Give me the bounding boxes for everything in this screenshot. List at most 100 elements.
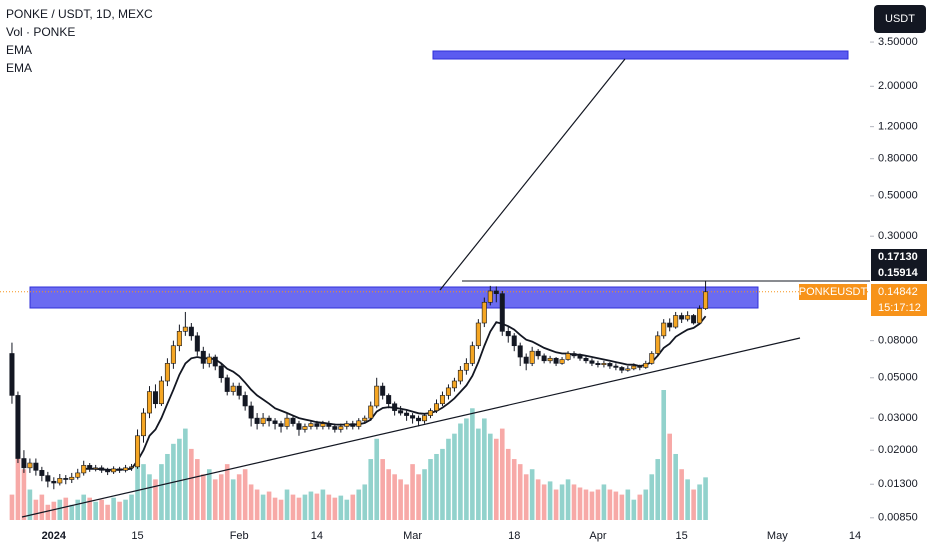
volume-bar: [218, 474, 224, 520]
volume-bar: [183, 428, 188, 520]
volume-bar: [272, 497, 278, 520]
candle-body: [99, 467, 105, 471]
candle-body: [230, 385, 236, 392]
candle-body: [200, 350, 206, 364]
x-tick-label: Feb: [230, 530, 249, 542]
y-tick-label: 1.20000: [878, 121, 918, 133]
volume-bar: [374, 438, 380, 520]
volume-bar: [350, 494, 356, 520]
symbol-label: PONKEUSDT: [799, 286, 868, 298]
volume-bar: [165, 453, 170, 520]
candle-body: [123, 467, 129, 471]
currency-button[interactable]: [874, 5, 926, 33]
candle-body: [529, 350, 535, 364]
candle-body: [266, 417, 272, 422]
volume-bar: [87, 497, 92, 520]
x-tick-label: 15: [676, 530, 688, 542]
y-tick-label: 0.08000: [878, 335, 918, 347]
legend-item: Vol · PONKE: [6, 25, 75, 39]
level-price-label: 0.15914: [878, 267, 919, 279]
volume-bar: [493, 438, 499, 520]
candle-body: [535, 350, 541, 357]
candle-body: [314, 423, 320, 427]
volume-bar: [619, 494, 625, 520]
candle-body: [105, 470, 111, 473]
volume-bar: [541, 484, 547, 520]
volume-bar: [553, 489, 559, 520]
volume-bar: [9, 494, 15, 520]
volume-bar: [464, 418, 469, 520]
candle-body: [284, 417, 290, 427]
volume-bar: [482, 418, 487, 520]
candle-body: [45, 475, 51, 482]
last-price-tag: [871, 284, 927, 316]
volume-bar: [523, 474, 529, 520]
candle-body: [152, 391, 158, 405]
candle-body: [505, 331, 511, 337]
candle-body: [350, 423, 356, 427]
volume-bar: [159, 464, 164, 520]
candle-body: [380, 385, 386, 396]
candle-body: [75, 472, 81, 478]
candle-body: [69, 476, 75, 480]
candle-body: [27, 462, 33, 469]
candle-body: [691, 315, 697, 324]
candle-body: [517, 345, 523, 358]
volume-bar: [344, 499, 350, 520]
candle-body: [463, 363, 469, 371]
candle-body: [457, 369, 463, 382]
candle-body: [63, 478, 69, 480]
volume-bar: [308, 491, 314, 520]
projection-line: [439, 58, 626, 291]
volume-bar: [386, 469, 391, 520]
volume-bar: [129, 494, 134, 520]
volume-bar: [410, 464, 415, 520]
candle-body: [81, 465, 87, 474]
trendline: [21, 337, 801, 518]
candle-body: [697, 308, 703, 324]
volume-bar: [39, 494, 45, 520]
candle-body: [416, 417, 422, 422]
countdown: 15:17:12: [878, 302, 921, 314]
candle-body: [685, 315, 691, 320]
volume-bar: [643, 489, 649, 520]
volume-bar: [266, 491, 272, 520]
target-zone: [432, 50, 849, 60]
y-tick-label: 0.05000: [878, 372, 918, 384]
candle-body: [422, 415, 428, 422]
candle-body: [445, 387, 451, 396]
candle-body: [541, 355, 547, 362]
y-tick-label: 0.30000: [878, 230, 918, 242]
last-price-label: 0.14842: [878, 286, 918, 298]
volume-bar: [314, 493, 320, 520]
volume-bar: [679, 469, 684, 520]
volume-bar: [212, 479, 218, 520]
x-tick-label: Mar: [403, 530, 422, 542]
y-tick-label: 0.02000: [878, 444, 918, 456]
volume-bar: [583, 489, 589, 520]
volume-bar: [422, 469, 427, 520]
volume-bar: [428, 459, 433, 520]
volume-bar: [655, 459, 661, 520]
candle-body: [428, 410, 434, 416]
volume-bar: [416, 474, 421, 520]
volume-bar: [189, 448, 194, 520]
candle-body: [129, 466, 135, 469]
candle-body: [39, 470, 45, 476]
volume-bar: [637, 494, 643, 520]
currency-label: USDT: [885, 13, 915, 25]
volume-bar: [565, 479, 571, 520]
high-price-label: 0.17130: [878, 251, 918, 263]
volume-bar: [697, 484, 702, 520]
volume-bar: [147, 474, 152, 520]
axes: 3.50000 2.00000 1.20000 0.80000 0.50000 0.300…: [42, 36, 918, 542]
volume-bar: [595, 489, 601, 520]
volume-bar: [559, 484, 565, 520]
candle-body: [392, 403, 398, 411]
candle-body: [242, 395, 248, 407]
candle-body: [547, 357, 553, 362]
volume-bar: [476, 428, 481, 520]
candle-body: [523, 356, 529, 364]
candle-body: [338, 426, 344, 430]
x-tick-label: 15: [131, 530, 143, 542]
